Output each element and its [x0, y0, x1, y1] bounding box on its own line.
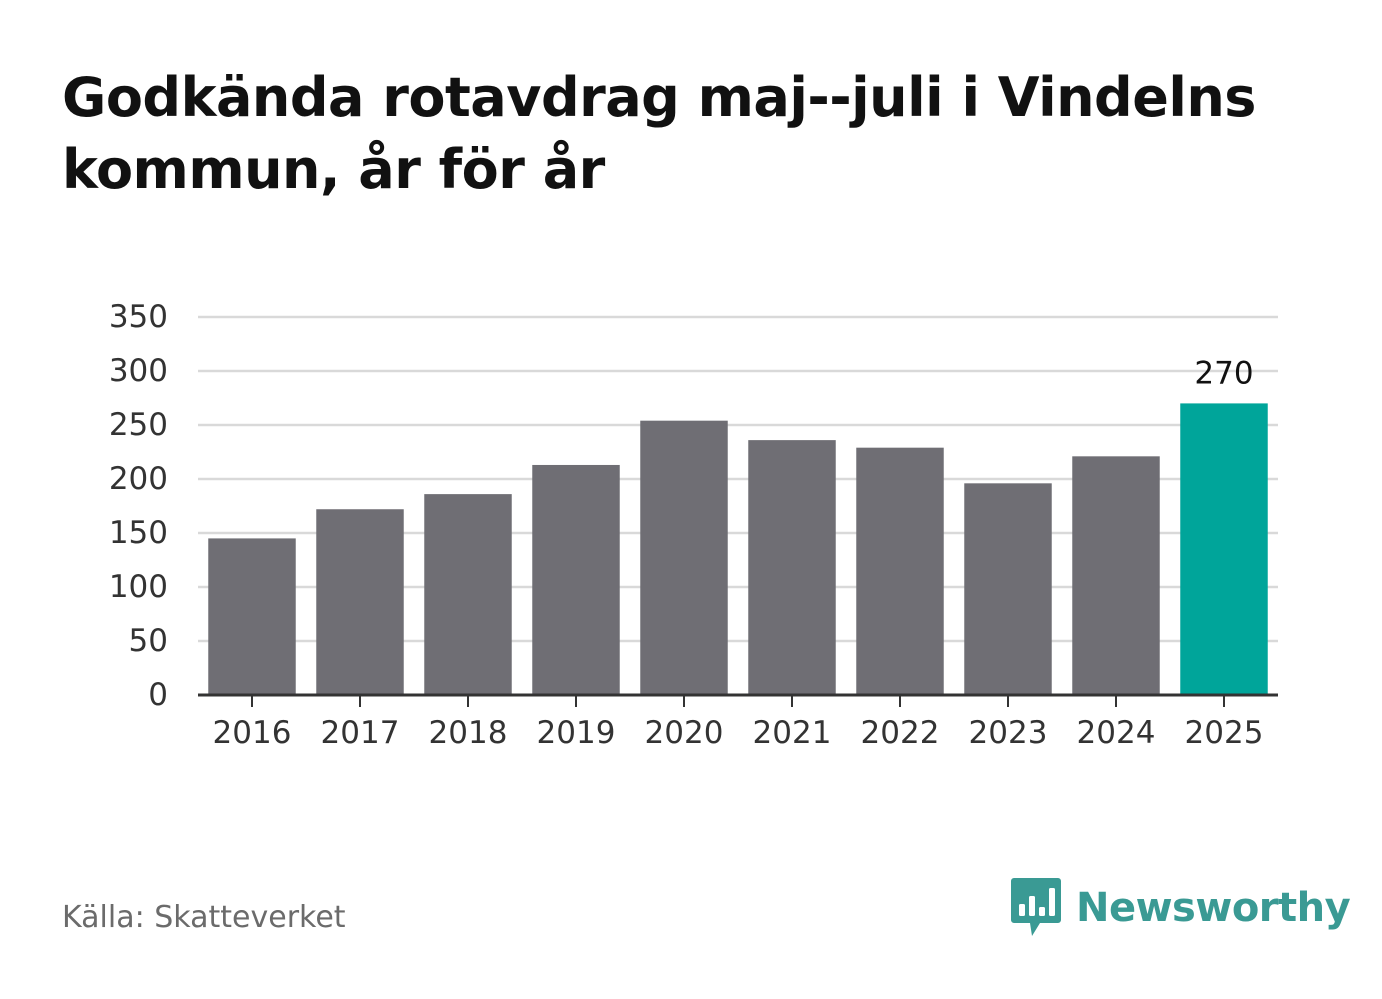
bar-2025: [1180, 403, 1268, 695]
y-tick-label: 300: [109, 353, 168, 389]
x-tick-label: 2025: [1185, 715, 1264, 751]
bars: [208, 403, 1268, 695]
bar-2024: [1072, 456, 1160, 695]
y-tick-label: 150: [109, 515, 168, 551]
bar-2020: [640, 420, 728, 695]
x-tick-label: 2019: [537, 715, 616, 751]
bar-2018: [424, 494, 512, 695]
bar-2017: [316, 509, 404, 695]
bar-2021: [748, 440, 836, 695]
x-tick-label: 2021: [753, 715, 832, 751]
source-note: Källa: Skatteverket: [62, 900, 346, 935]
chart-title: Godkända rotavdrag maj--juli i Vindelns …: [62, 66, 1256, 201]
y-tick-label: 250: [109, 407, 168, 443]
x-tick-label: 2022: [861, 715, 940, 751]
y-axis-ticks: 0 50 100 150 200 250 300 350: [109, 299, 168, 713]
x-tick-label: 2016: [213, 715, 292, 751]
data-label: 270: [1194, 355, 1253, 391]
data-labels: 270: [1194, 355, 1253, 391]
bar-2019: [532, 464, 620, 695]
x-tick-label: 2017: [321, 715, 400, 751]
x-tick-label: 2020: [645, 715, 724, 751]
bar-2022: [856, 447, 944, 695]
x-tick-label: 2023: [969, 715, 1048, 751]
y-tick-label: 200: [109, 461, 168, 497]
brand-logo: Newsworthy: [1010, 876, 1351, 940]
bar-2023: [964, 483, 1052, 695]
y-tick-label: 50: [129, 623, 168, 659]
x-axis-ticks: 2016 2017 2018 2019 2020 2021 2022 2023 2024 2025: [213, 695, 1264, 751]
y-tick-label: 0: [148, 677, 168, 713]
y-tick-label: 350: [109, 299, 168, 335]
bar-2016: [208, 538, 296, 695]
newsworthy-logo-icon: [1011, 878, 1061, 936]
x-tick-label: 2018: [429, 715, 508, 751]
x-tick-label: 2024: [1077, 715, 1156, 751]
y-tick-label: 100: [109, 569, 168, 605]
brand-name: Newsworthy: [1076, 885, 1351, 931]
